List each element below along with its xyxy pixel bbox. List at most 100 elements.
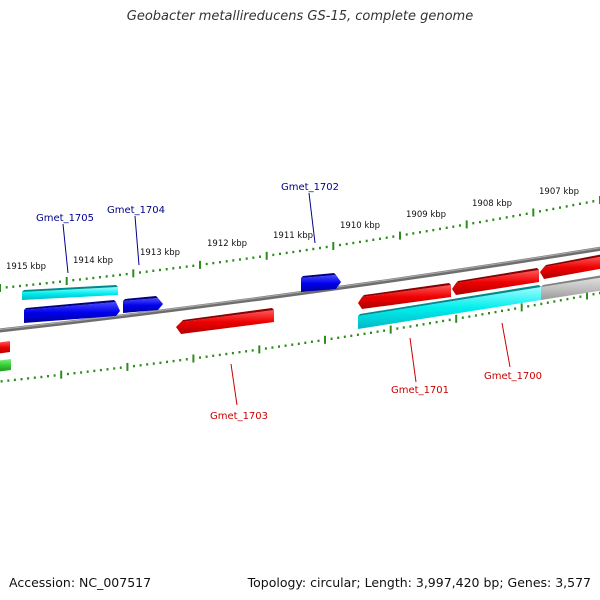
- minor-tick: [146, 363, 149, 366]
- major-tick: [0, 284, 1, 292]
- minor-tick: [279, 252, 281, 256]
- minor-tick: [468, 315, 471, 318]
- minor-tick: [166, 360, 168, 364]
- minor-tick: [439, 227, 441, 231]
- tick-label: 1908 kbp: [472, 199, 512, 209]
- minor-tick: [112, 274, 115, 277]
- minor-tick: [592, 200, 595, 203]
- minor-tick: [99, 276, 101, 279]
- minor-tick: [72, 279, 75, 282]
- minor-tick: [299, 249, 301, 253]
- gene-label-gmet-1702[interactable]: Gmet_1702: [281, 182, 339, 193]
- minor-tick: [330, 337, 333, 340]
- feature-gmet-1701[interactable]: [358, 283, 451, 309]
- minor-tick: [284, 344, 287, 347]
- minor-tick: [185, 358, 188, 361]
- feature-gmet-1703[interactable]: [176, 308, 274, 334]
- minor-tick: [32, 283, 35, 286]
- inner-tick-ring: [0, 291, 600, 383]
- minor-tick: [519, 213, 521, 217]
- minor-tick: [13, 378, 16, 382]
- minor-tick: [139, 364, 142, 367]
- minor-tick: [264, 347, 267, 350]
- minor-tick: [212, 261, 215, 265]
- minor-tick: [317, 339, 320, 342]
- minor-tick: [47, 375, 49, 378]
- minor-tick: [459, 224, 461, 227]
- leader-gmet-1700: [501, 322, 511, 368]
- gene-label-gmet-1700[interactable]: Gmet_1700: [484, 371, 542, 382]
- minor-tick: [305, 248, 308, 252]
- minor-tick: [505, 216, 508, 219]
- minor-tick: [412, 232, 415, 235]
- minor-tick: [139, 271, 141, 274]
- minor-tick: [383, 329, 386, 332]
- tick-label: 1910 kbp: [340, 221, 380, 231]
- minor-tick: [585, 201, 588, 204]
- major-tick: [258, 345, 261, 354]
- minor-tick: [272, 253, 275, 257]
- accession-text: Accession: NC_007517: [9, 575, 152, 590]
- minor-tick: [559, 206, 561, 209]
- minor-tick: [205, 355, 208, 358]
- minor-tick: [337, 336, 340, 339]
- minor-tick: [370, 331, 372, 334]
- minor-tick: [545, 208, 548, 212]
- minor-tick: [80, 371, 83, 374]
- minor-tick: [507, 308, 510, 311]
- minor-tick: [165, 268, 168, 271]
- minor-tick: [539, 210, 541, 213]
- minor-tick: [152, 362, 155, 365]
- minor-tick: [499, 217, 501, 220]
- major-tick: [520, 303, 523, 312]
- minor-tick: [259, 255, 261, 258]
- minor-tick: [219, 261, 221, 264]
- minor-tick: [152, 269, 155, 272]
- minor-tick: [225, 260, 228, 263]
- tick-label: 1913 kbp: [140, 248, 180, 258]
- minor-tick: [172, 359, 175, 363]
- minor-tick: [512, 215, 515, 218]
- genome-backbone: [0, 246, 600, 333]
- minor-tick: [53, 374, 56, 377]
- minor-tick: [565, 205, 568, 208]
- minor-tick: [405, 233, 408, 236]
- feature-gmet-1705[interactable]: [24, 300, 120, 323]
- feature-left-red[interactable]: [0, 341, 10, 354]
- gene-label-gmet-1704[interactable]: Gmet_1704: [107, 205, 165, 216]
- feature-left-green[interactable]: [0, 359, 11, 372]
- minor-tick: [20, 378, 23, 381]
- feature-gmet-1705-rna[interactable]: [22, 285, 118, 300]
- leader-gmet-1702: [308, 192, 316, 244]
- feature-rna-row[interactable]: [358, 285, 541, 329]
- minor-tick: [552, 207, 555, 211]
- minor-tick: [245, 350, 248, 353]
- major-tick: [324, 335, 326, 344]
- minor-tick: [572, 203, 575, 207]
- feature-gmet-1702[interactable]: [301, 273, 341, 292]
- minor-tick: [339, 243, 341, 247]
- feature-next-gene[interactable]: [540, 254, 600, 279]
- minor-tick: [92, 276, 95, 280]
- minor-tick: [179, 266, 181, 269]
- minor-tick: [445, 226, 448, 229]
- feature-gmet-1700[interactable]: [452, 268, 539, 295]
- minor-tick: [559, 299, 562, 302]
- minor-tick: [352, 241, 355, 245]
- minor-tick: [492, 218, 495, 221]
- minor-tick: [310, 340, 313, 343]
- gene-label-gmet-1703[interactable]: Gmet_1703: [210, 411, 268, 422]
- major-tick: [65, 277, 68, 285]
- minor-tick: [432, 228, 435, 232]
- feature-gmet-1704[interactable]: [123, 296, 163, 313]
- gene-label-gmet-1701[interactable]: Gmet_1701: [391, 385, 449, 396]
- minor-tick: [212, 354, 215, 357]
- minor-tick: [350, 334, 353, 337]
- minor-tick: [25, 284, 28, 287]
- feature-grey-row[interactable]: [541, 275, 600, 300]
- minor-tick: [422, 323, 425, 326]
- major-tick: [465, 220, 468, 229]
- major-tick: [532, 208, 535, 217]
- gene-label-gmet-1705[interactable]: Gmet_1705: [36, 213, 94, 224]
